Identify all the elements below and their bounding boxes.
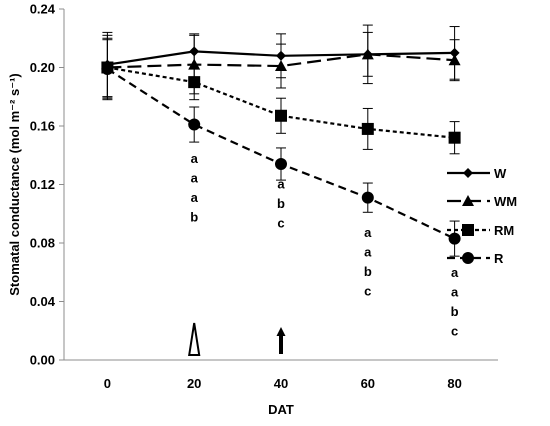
y-tick-label: 0.12 (30, 177, 55, 192)
data-point (275, 60, 287, 72)
x-tick-label: 40 (274, 376, 288, 391)
y-tick-label: 0.20 (30, 60, 55, 75)
significance-letter: a (277, 177, 285, 192)
legend-entry-rm: RM (447, 223, 514, 238)
y-axis-title: Stomatal conductance (mol m⁻² s⁻¹) (7, 73, 22, 295)
y-tick-label: 0.08 (30, 236, 55, 251)
treatment-arrows (188, 322, 286, 356)
significance-letter: c (451, 324, 458, 339)
legend-label: R (494, 251, 504, 266)
legend-entry-w: W (447, 166, 507, 181)
data-point (188, 76, 201, 89)
open-triangle-arrow (188, 322, 201, 356)
data-point (361, 191, 374, 204)
data-point (361, 122, 374, 135)
y-tick-label: 0.24 (30, 2, 56, 17)
x-tick-label: 80 (447, 376, 461, 391)
significance-letter: b (190, 210, 198, 225)
legend-entry-wm: WM (447, 194, 517, 209)
significance-letter: a (451, 265, 459, 280)
legend-marker (463, 168, 473, 178)
legend: W WM RM R (447, 166, 517, 266)
significance-letter: a (191, 171, 199, 186)
y-tick-label: 0.00 (30, 353, 55, 368)
data-point (275, 109, 287, 122)
y-tick-label: 0.04 (30, 294, 56, 309)
filled-arrow-shaft (279, 335, 283, 354)
data-point (188, 118, 201, 131)
x-tick-label: 20 (187, 376, 201, 391)
legend-label: W (494, 166, 507, 181)
significance-letter: a (364, 245, 372, 260)
y-tick-label: 0.16 (30, 119, 55, 134)
significance-letter: c (277, 216, 284, 231)
x-tick-label: 0 (104, 376, 111, 391)
significance-annotations: aaabaabcaabcaabc (190, 151, 459, 339)
data-point (448, 54, 461, 66)
significance-letter: b (364, 264, 372, 279)
legend-label: WM (494, 194, 517, 209)
data-point (448, 232, 461, 245)
significance-letter: a (364, 225, 372, 240)
filled-arrow-head (276, 327, 286, 336)
significance-letter: b (277, 196, 285, 211)
data-point (361, 48, 374, 60)
significance-letter: a (191, 190, 199, 205)
legend-marker (462, 195, 474, 206)
series-line (107, 66, 455, 139)
legend-label: RM (494, 223, 514, 238)
data-point (448, 131, 461, 144)
x-axis-title: DAT (268, 402, 294, 417)
series-r (101, 39, 461, 257)
legend-entry-r: R (447, 251, 504, 266)
x-tick-label: 60 (361, 376, 375, 391)
legend-marker (462, 252, 474, 264)
axes: 0.00 0.04 0.08 0.12 0.16 0.20 0.24 0 20 40 60 80 DAT… (7, 2, 498, 417)
data-point (275, 158, 287, 171)
plot-area (101, 24, 461, 257)
significance-letter: c (364, 284, 371, 299)
legend-marker (462, 224, 474, 236)
significance-letter: b (451, 304, 459, 319)
significance-letter: a (451, 285, 459, 300)
significance-letter: a (191, 151, 199, 166)
data-point (101, 62, 114, 75)
